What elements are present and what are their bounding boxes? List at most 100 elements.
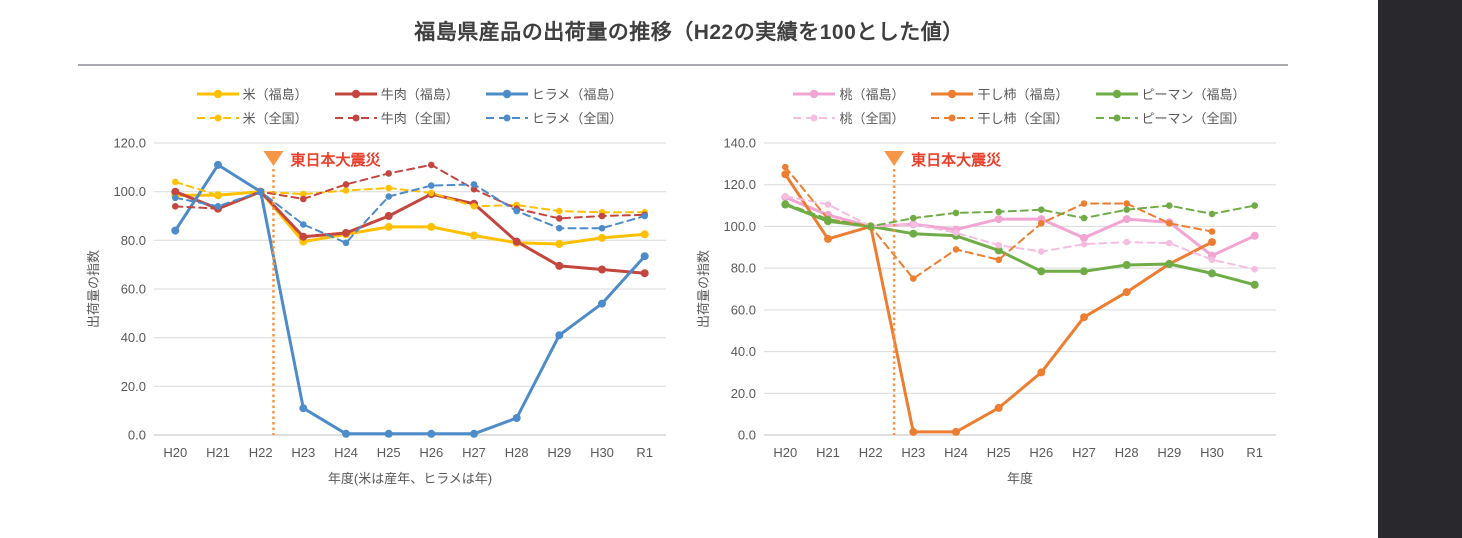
x-tick-label: H29 bbox=[1157, 445, 1181, 460]
data-point-marker bbox=[1123, 200, 1130, 207]
line-chart-right: 0.0 20.0 40.0 60.0 80.0 100.0 120.0 140.0 H20 H21… bbox=[696, 136, 1276, 486]
y-tick-label: 60.0 bbox=[731, 302, 756, 317]
legend-label: ヒラメ（全国） bbox=[531, 111, 623, 126]
page-content: 福島県産品の出荷量の推移（H22の実績を100とした値） 米（福島） 牛肉（福島）… bbox=[78, 21, 1288, 504]
legend-label: 牛肉（福島） bbox=[380, 87, 459, 102]
data-point-marker bbox=[824, 215, 832, 223]
x-tick-label: R1 bbox=[636, 445, 653, 460]
data-point-marker bbox=[384, 429, 393, 438]
x-axis-title: 年度 bbox=[1007, 471, 1033, 486]
legend-left: 米（福島） 牛肉（福島） ヒラメ（福島） 米（全国） 牛肉（全国） ヒラメ（全国） bbox=[84, 84, 676, 127]
data-point-marker bbox=[910, 221, 917, 228]
solid-line-swatch bbox=[1095, 89, 1138, 98]
dashed-line-swatch bbox=[1095, 114, 1138, 121]
data-point-marker bbox=[1166, 220, 1173, 227]
legend-item-ピーマン（福島）: ピーマン（福島） bbox=[1095, 84, 1246, 103]
data-point-marker bbox=[598, 265, 606, 274]
data-point-marker bbox=[428, 161, 435, 169]
data-point-marker bbox=[470, 185, 478, 193]
chart-panel-fukushima-rice-beef-flounder: 米（福島） 牛肉（福島） ヒラメ（福島） 米（全国） 牛肉（全国） ヒラメ（全国） 0.0… bbox=[84, 84, 676, 504]
data-point-marker bbox=[782, 192, 789, 200]
data-point-marker bbox=[640, 252, 649, 261]
series-line-ヒラメ（福島） bbox=[173, 163, 647, 436]
data-point-marker bbox=[299, 404, 308, 413]
data-point-marker bbox=[598, 212, 606, 220]
legend-item-ピーマン（全国）: ピーマン（全国） bbox=[1095, 108, 1246, 127]
data-point-marker bbox=[556, 215, 563, 222]
data-point-marker bbox=[470, 429, 478, 438]
page-title: 福島県産品の出荷量の推移（H22の実績を100とした値） bbox=[414, 21, 964, 44]
legend-label: 米（全国） bbox=[242, 111, 308, 126]
legend-right: 桃（福島） 干し柿（福島） ピーマン（福島） 桃（全国） 干し柿（全国） ピーマン（全国） bbox=[694, 84, 1286, 127]
data-point-marker bbox=[342, 239, 350, 247]
earthquake-annotation-label: 東日本大震災 bbox=[290, 151, 381, 169]
data-point-marker bbox=[1165, 260, 1174, 268]
y-tick-label: 80.0 bbox=[731, 261, 756, 276]
data-point-marker bbox=[952, 246, 960, 253]
data-point-marker bbox=[824, 234, 832, 243]
x-tick-label: H20 bbox=[163, 445, 187, 460]
data-point-marker bbox=[598, 233, 606, 242]
data-point-marker bbox=[782, 163, 789, 171]
data-point-marker bbox=[995, 241, 1002, 249]
x-axis-title: 年度(米は産年、ヒラメは年) bbox=[328, 471, 492, 486]
y-tick-label: 100.0 bbox=[113, 184, 146, 199]
data-point-marker bbox=[910, 214, 917, 222]
series-line-ピーマン（福島） bbox=[783, 203, 1257, 287]
data-point-marker bbox=[994, 246, 1003, 255]
line-chart-left: 0.0 20.0 40.0 60.0 80.0 100.0 120.0 H20 H21 H22 H2… bbox=[86, 136, 666, 486]
data-point-marker bbox=[1080, 240, 1088, 248]
data-point-marker bbox=[994, 215, 1003, 224]
earthquake-annotation-label: 東日本大震災 bbox=[911, 151, 1002, 169]
data-point-marker bbox=[1037, 267, 1046, 276]
data-point-marker bbox=[300, 190, 307, 198]
x-tick-label: H30 bbox=[1200, 445, 1224, 460]
y-tick-label: 80.0 bbox=[121, 233, 146, 248]
data-point-marker bbox=[342, 181, 350, 188]
solid-line-swatch bbox=[793, 89, 836, 98]
data-point-marker bbox=[909, 229, 918, 238]
y-tick-label: 0.0 bbox=[128, 428, 146, 443]
x-tick-label: H22 bbox=[249, 445, 273, 460]
data-point-marker bbox=[1122, 261, 1131, 269]
y-tick-label: 120.0 bbox=[113, 136, 146, 151]
x-tick-label: H22 bbox=[859, 445, 883, 460]
data-point-marker bbox=[598, 299, 606, 308]
x-tick-label: H23 bbox=[291, 445, 315, 460]
data-point-marker bbox=[555, 240, 564, 248]
series-line-米（福島） bbox=[173, 190, 647, 246]
x-tick-label: H28 bbox=[1115, 445, 1139, 460]
legend-item-干し柿（福島）: 干し柿（福島） bbox=[930, 84, 1069, 103]
solid-line-swatch bbox=[334, 89, 377, 98]
legend-item-牛肉（全国）: 牛肉（全国） bbox=[334, 108, 459, 127]
data-point-marker bbox=[952, 427, 960, 436]
x-tick-label: H24 bbox=[944, 445, 968, 460]
data-point-marker bbox=[428, 182, 435, 189]
data-point-marker bbox=[172, 178, 179, 186]
y-tick-label: 60.0 bbox=[121, 282, 146, 297]
title-divider bbox=[78, 64, 1288, 66]
data-point-marker bbox=[1038, 248, 1045, 255]
dashed-line-swatch bbox=[931, 114, 974, 121]
data-point-marker bbox=[300, 195, 307, 203]
data-point-marker bbox=[385, 170, 393, 177]
x-tick-label: H27 bbox=[1072, 445, 1096, 460]
legend-row: 米（全国） 牛肉（全国） ヒラメ（全国） bbox=[196, 108, 623, 127]
series-line-牛肉（福島） bbox=[173, 190, 647, 275]
x-tick-label: H21 bbox=[816, 445, 840, 460]
data-point-marker bbox=[910, 275, 917, 282]
data-point-marker bbox=[1251, 265, 1258, 273]
legend-item-桃（全国）: 桃（全国） bbox=[792, 108, 904, 127]
dashed-line-swatch bbox=[485, 114, 528, 121]
data-point-marker bbox=[1038, 220, 1045, 227]
x-tick-label: H25 bbox=[377, 445, 401, 460]
earthquake-triangle-icon bbox=[263, 151, 284, 166]
legend-row: 桃（福島） 干し柿（福島） ピーマン（福島） bbox=[792, 84, 1246, 103]
series-line-ピーマン（全国） bbox=[784, 202, 1256, 228]
data-point-marker bbox=[1208, 256, 1216, 264]
data-point-marker bbox=[867, 223, 874, 230]
data-point-marker bbox=[824, 201, 832, 208]
legend-label: ピーマン（福島） bbox=[1141, 87, 1246, 102]
data-point-marker bbox=[342, 187, 350, 194]
data-point-marker bbox=[172, 203, 179, 210]
